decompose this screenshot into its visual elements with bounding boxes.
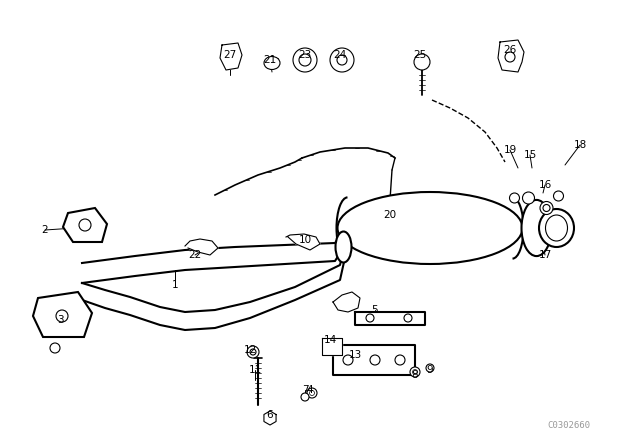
Ellipse shape: [540, 202, 553, 215]
Polygon shape: [322, 338, 342, 355]
Circle shape: [299, 54, 311, 66]
Text: 4: 4: [307, 385, 314, 395]
Ellipse shape: [543, 204, 550, 211]
Ellipse shape: [539, 209, 574, 247]
Ellipse shape: [337, 192, 522, 264]
Polygon shape: [333, 345, 415, 375]
Circle shape: [509, 193, 520, 203]
Text: 18: 18: [573, 140, 587, 150]
Text: 24: 24: [333, 50, 347, 60]
Circle shape: [330, 48, 354, 72]
Ellipse shape: [545, 215, 568, 241]
Circle shape: [554, 191, 563, 201]
Ellipse shape: [335, 232, 351, 263]
Text: 11: 11: [248, 365, 262, 375]
Text: 8: 8: [412, 370, 419, 380]
Text: 7: 7: [301, 385, 308, 395]
Circle shape: [404, 314, 412, 322]
Polygon shape: [286, 234, 320, 250]
Text: 14: 14: [323, 335, 337, 345]
Text: 3: 3: [57, 315, 63, 325]
Circle shape: [343, 355, 353, 365]
Ellipse shape: [522, 200, 552, 256]
Circle shape: [410, 367, 420, 377]
Text: 25: 25: [413, 50, 427, 60]
Text: 27: 27: [223, 50, 237, 60]
Circle shape: [56, 310, 68, 322]
Text: 21: 21: [264, 55, 276, 65]
Text: 15: 15: [524, 150, 536, 160]
Polygon shape: [355, 312, 425, 325]
Text: 19: 19: [504, 145, 516, 155]
Circle shape: [426, 364, 434, 372]
Text: 22: 22: [188, 250, 202, 260]
Polygon shape: [63, 208, 107, 242]
Text: 16: 16: [538, 180, 552, 190]
Text: 10: 10: [298, 235, 312, 245]
Text: 17: 17: [538, 250, 552, 260]
Text: 26: 26: [504, 45, 516, 55]
Text: 20: 20: [383, 210, 397, 220]
Text: 1: 1: [172, 280, 179, 290]
Text: 6: 6: [267, 410, 273, 420]
Circle shape: [79, 219, 91, 231]
Circle shape: [310, 391, 314, 396]
Circle shape: [522, 192, 534, 204]
Circle shape: [293, 48, 317, 72]
Circle shape: [505, 52, 515, 62]
Text: 2: 2: [42, 225, 48, 235]
Text: 9: 9: [427, 365, 433, 375]
Circle shape: [250, 349, 256, 355]
Polygon shape: [220, 43, 242, 70]
Text: C0302660: C0302660: [547, 421, 590, 430]
Text: 12: 12: [243, 345, 257, 355]
Polygon shape: [498, 40, 524, 72]
Circle shape: [337, 55, 347, 65]
Polygon shape: [33, 292, 92, 337]
Circle shape: [301, 393, 309, 401]
Polygon shape: [185, 239, 218, 255]
Circle shape: [414, 54, 430, 70]
Circle shape: [366, 314, 374, 322]
Circle shape: [370, 355, 380, 365]
Polygon shape: [264, 411, 276, 425]
Ellipse shape: [264, 56, 280, 69]
Circle shape: [307, 388, 317, 398]
Polygon shape: [333, 292, 360, 312]
Circle shape: [50, 343, 60, 353]
Text: 23: 23: [298, 50, 312, 60]
Circle shape: [413, 370, 417, 375]
Circle shape: [247, 346, 259, 358]
Circle shape: [395, 355, 405, 365]
Text: 13: 13: [348, 350, 362, 360]
Text: 5: 5: [372, 305, 378, 315]
